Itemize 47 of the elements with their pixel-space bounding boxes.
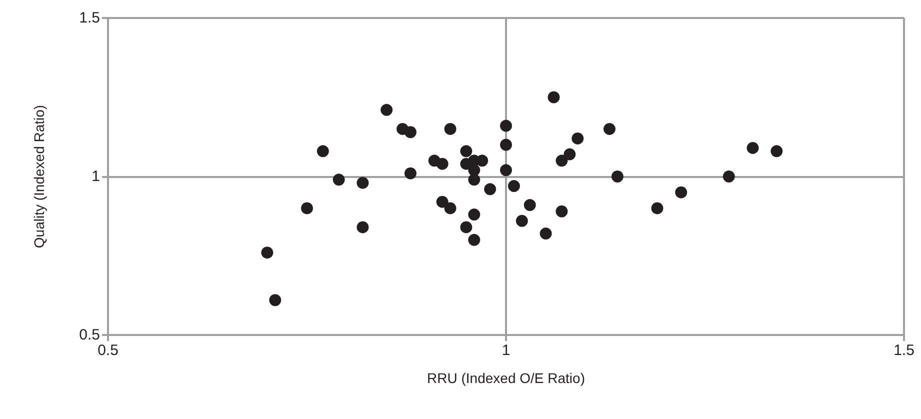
point — [556, 205, 568, 218]
point — [261, 246, 274, 259]
x-tick-label: 0.5 — [98, 342, 118, 359]
point — [460, 221, 472, 234]
point — [500, 138, 512, 151]
point — [460, 145, 472, 158]
point — [540, 228, 552, 240]
point — [444, 122, 456, 135]
point — [301, 202, 313, 214]
point — [404, 126, 416, 138]
point — [468, 208, 480, 221]
point — [269, 294, 282, 306]
point — [556, 154, 568, 167]
point — [316, 145, 329, 158]
point — [444, 202, 456, 214]
point — [516, 214, 528, 227]
point — [468, 174, 480, 186]
point — [564, 148, 576, 160]
point — [436, 158, 448, 170]
point — [746, 142, 759, 154]
x-axis-title: RRU (Indexed O/E Ratio) — [427, 370, 585, 386]
y-tick-label: 1.5 — [79, 10, 100, 26]
point — [468, 234, 480, 246]
y-tick-label: 0.5 — [79, 326, 100, 344]
point — [500, 120, 512, 132]
point — [500, 164, 512, 176]
y-tick-label: 1 — [92, 168, 100, 185]
point — [611, 170, 624, 182]
point — [675, 186, 688, 198]
y-axis-title: Quality (Indexed Ratio) — [31, 104, 47, 248]
point — [508, 180, 520, 192]
point — [356, 221, 369, 234]
point — [770, 145, 783, 158]
point — [380, 104, 393, 116]
x-tick-label: 1.5 — [894, 342, 914, 359]
point — [484, 183, 496, 196]
x-tick-label: 1 — [502, 342, 510, 359]
point — [436, 196, 448, 208]
point — [651, 202, 664, 214]
point — [524, 199, 536, 212]
point — [404, 167, 416, 180]
point — [356, 176, 369, 189]
point — [603, 122, 616, 135]
point — [572, 132, 584, 144]
point — [548, 91, 560, 104]
point — [722, 170, 735, 182]
point — [332, 174, 345, 186]
